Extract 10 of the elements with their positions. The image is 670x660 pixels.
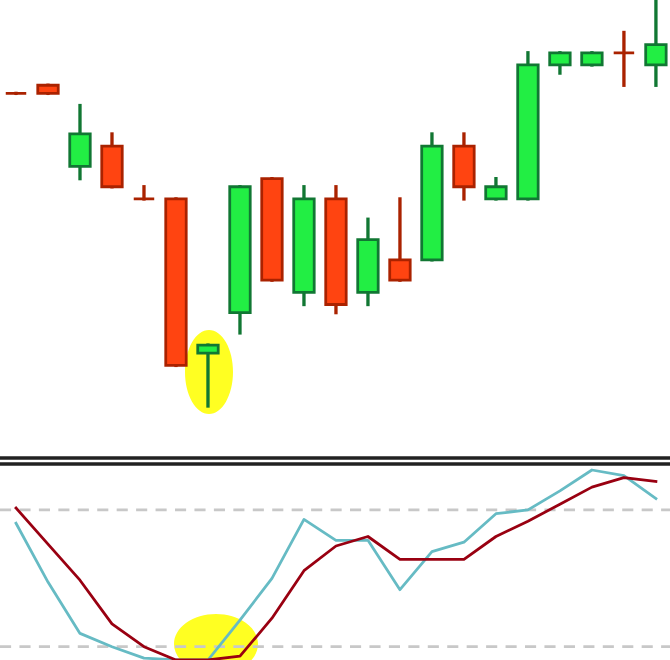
- candlestick: [388, 197, 412, 282]
- candlestick: [548, 51, 572, 75]
- candlestick: [452, 132, 476, 201]
- candlestick: [68, 103, 92, 181]
- candlestick: [644, 0, 668, 87]
- candlestick: [132, 185, 156, 201]
- candlestick: [196, 343, 220, 408]
- candlestick: [484, 176, 508, 201]
- candlestick: [612, 30, 636, 87]
- candlestick: [100, 132, 124, 189]
